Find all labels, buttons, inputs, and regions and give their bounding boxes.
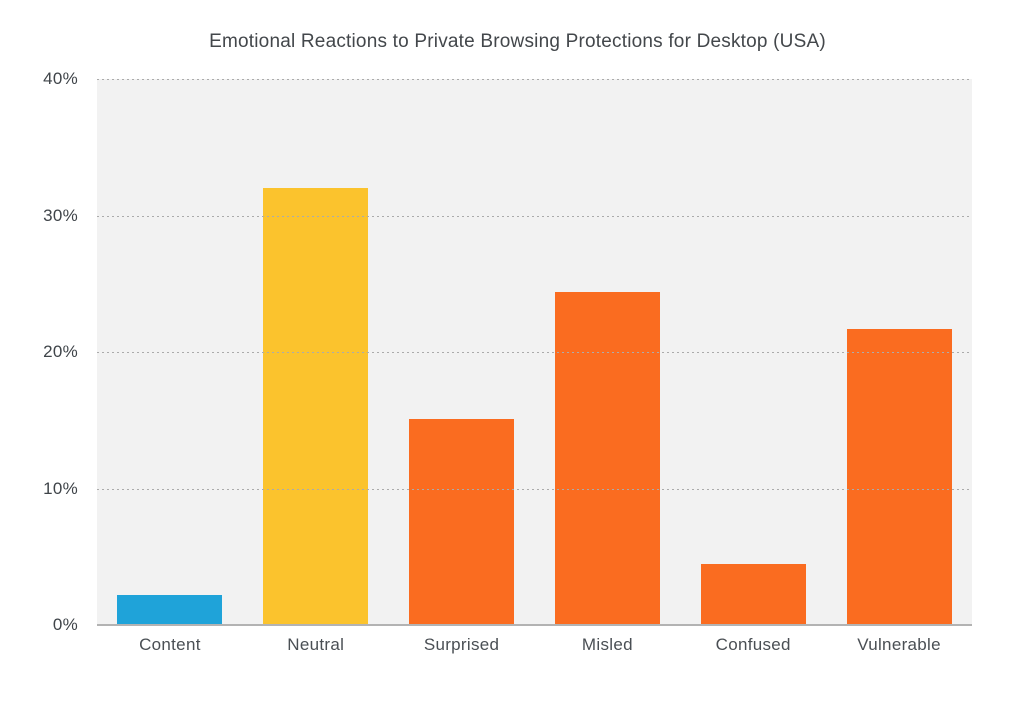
bar-slot xyxy=(389,79,535,625)
gridline xyxy=(97,352,972,353)
bar-content xyxy=(117,594,223,625)
bar-neutral xyxy=(263,188,369,625)
bar-slot xyxy=(243,79,389,625)
x-tick-label: Vulnerable xyxy=(857,635,941,654)
plot-area xyxy=(97,79,972,625)
x-tick-label: Misled xyxy=(581,635,633,654)
gridline xyxy=(97,215,972,217)
y-tick-label: 20% xyxy=(43,342,78,361)
x-tick-label: Neutral xyxy=(287,635,345,654)
gridline xyxy=(97,79,972,80)
y-axis: 0% 10% 20% 30% 40% xyxy=(0,70,78,634)
bars xyxy=(97,79,972,625)
x-tick-label: Surprised xyxy=(423,635,500,654)
bar-surprised xyxy=(409,418,515,625)
y-tick-label: 0% xyxy=(52,615,78,634)
gridline xyxy=(97,488,972,490)
bar-slot xyxy=(826,79,972,625)
y-tick-label: 30% xyxy=(43,205,78,225)
bar-confused xyxy=(700,563,806,625)
bar-misled xyxy=(554,291,660,625)
y-tick-label: 10% xyxy=(43,478,78,498)
bar-slot xyxy=(534,79,680,625)
x-tick-label: Confused xyxy=(715,635,791,654)
chart-title: Emotional Reactions to Private Browsing … xyxy=(209,31,826,52)
bar-slot xyxy=(97,79,243,625)
bar-slot xyxy=(680,79,826,625)
x-tick-label: Content xyxy=(139,635,201,654)
x-axis-line xyxy=(97,624,972,626)
y-tick-label: 40% xyxy=(43,69,78,88)
x-axis-labels: Content Neutral Surprised Misled Confused Vul… xyxy=(97,635,972,655)
bar-vulnerable xyxy=(846,328,952,625)
